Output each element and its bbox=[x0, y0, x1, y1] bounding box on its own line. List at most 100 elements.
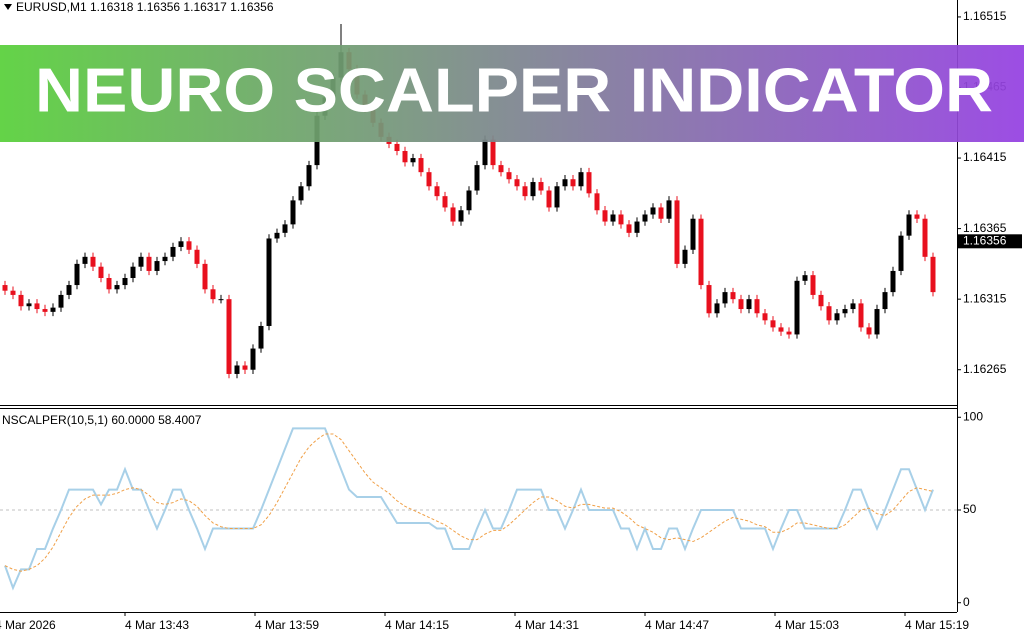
candle-body bbox=[626, 224, 632, 233]
candle-body bbox=[266, 238, 272, 326]
y-tick-label: 1.16265 bbox=[963, 362, 1007, 376]
candle-body bbox=[210, 289, 216, 300]
x-tick-label: 4 Mar 15:03 bbox=[775, 618, 839, 632]
candle-body bbox=[450, 207, 456, 222]
symbol-menu-arrow bbox=[4, 4, 12, 10]
candle-body bbox=[778, 327, 784, 332]
candle-body bbox=[738, 299, 744, 310]
candle-body bbox=[570, 179, 576, 187]
candle-body bbox=[682, 249, 688, 264]
x-tick-label: 4 Mar 13:59 bbox=[255, 618, 319, 632]
candle-body bbox=[2, 285, 8, 291]
indicator-y-tick-label: 100 bbox=[963, 409, 983, 423]
candle-body bbox=[274, 232, 280, 239]
candle-body bbox=[26, 303, 32, 307]
candle-body bbox=[66, 285, 72, 295]
candle-body bbox=[482, 139, 488, 166]
candle-body bbox=[834, 313, 840, 321]
candle-body bbox=[562, 179, 568, 187]
candle-body bbox=[122, 277, 128, 286]
candle-body bbox=[394, 143, 400, 151]
candle-body bbox=[218, 299, 224, 301]
indicator-line bbox=[4, 427, 934, 591]
candle-body bbox=[818, 294, 824, 307]
x-tick-label: 4 Mar 2026 bbox=[0, 618, 56, 632]
candle-body bbox=[850, 303, 856, 310]
candle-body bbox=[578, 172, 584, 187]
symbol-label: EURUSD,M1 1.16318 1.16356 1.16317 1.1635… bbox=[16, 0, 274, 14]
candle-body bbox=[802, 275, 808, 281]
x-tick-label: 4 Mar 15:19 bbox=[905, 618, 969, 632]
current-price-label: 1.16356 bbox=[963, 233, 1007, 247]
candle-body bbox=[106, 277, 112, 290]
candle-body bbox=[730, 292, 736, 300]
y-tick-label: 1.16515 bbox=[963, 9, 1007, 23]
candle-body bbox=[882, 292, 888, 310]
candle-body bbox=[18, 294, 24, 307]
candle-body bbox=[690, 218, 696, 250]
candle-body bbox=[890, 270, 896, 293]
candle-body bbox=[226, 299, 232, 374]
candle-body bbox=[546, 190, 552, 208]
candle-body bbox=[306, 165, 312, 187]
candle-body bbox=[418, 158, 424, 173]
candle-body bbox=[82, 256, 88, 264]
candle-body bbox=[658, 207, 664, 219]
candle-body bbox=[706, 285, 712, 314]
candle-body bbox=[74, 263, 80, 286]
banner-title: NEURO SCALPER INDICATOR bbox=[35, 56, 993, 125]
candle-body bbox=[50, 307, 56, 312]
y-tick-label: 1.16365 bbox=[963, 221, 1007, 235]
candle-body bbox=[594, 193, 600, 211]
indicator-y-tick-label: 0 bbox=[963, 595, 970, 609]
x-tick-label: 4 Mar 13:43 bbox=[125, 618, 189, 632]
x-tick-label: 4 Mar 14:31 bbox=[515, 618, 579, 632]
candle-body bbox=[610, 214, 616, 222]
candle-body bbox=[154, 261, 160, 271]
candle-body bbox=[114, 285, 120, 290]
candle-body bbox=[498, 165, 504, 173]
candle-body bbox=[178, 241, 184, 247]
candle-body bbox=[466, 190, 472, 211]
candle-body bbox=[842, 309, 848, 314]
candle-body bbox=[234, 365, 240, 374]
candle-body bbox=[722, 292, 728, 304]
candle-body bbox=[522, 186, 528, 197]
candle-body bbox=[282, 224, 288, 233]
candle-body bbox=[410, 158, 416, 163]
candle-body bbox=[746, 299, 752, 310]
candle-body bbox=[42, 309, 48, 312]
y-tick-label: 1.16315 bbox=[963, 291, 1007, 305]
candle-body bbox=[554, 186, 560, 208]
candle-body bbox=[650, 207, 656, 215]
candle-body bbox=[90, 256, 96, 267]
candle-body bbox=[186, 241, 192, 250]
candle-body bbox=[674, 200, 680, 264]
candle-body bbox=[434, 186, 440, 197]
banner-background bbox=[0, 45, 1024, 142]
candle-body bbox=[298, 186, 304, 201]
candle-body bbox=[194, 249, 200, 264]
candle-body bbox=[858, 303, 864, 328]
candle-body bbox=[786, 331, 792, 335]
x-tick-label: 4 Mar 14:47 bbox=[645, 618, 709, 632]
candle-body bbox=[290, 200, 296, 225]
candle-body bbox=[826, 306, 832, 321]
candle-body bbox=[714, 303, 720, 314]
candle-body bbox=[162, 256, 168, 262]
candle-body bbox=[602, 210, 608, 222]
candle-body bbox=[402, 150, 408, 163]
candle-body bbox=[258, 325, 264, 349]
candle-body bbox=[442, 196, 448, 208]
candle-body bbox=[634, 221, 640, 233]
candle-body bbox=[810, 275, 816, 295]
candle-body bbox=[458, 210, 464, 222]
candle-body bbox=[586, 172, 592, 194]
candle-body bbox=[866, 327, 872, 335]
current-price-box bbox=[958, 234, 1022, 249]
candle-body bbox=[138, 256, 144, 267]
candle-body bbox=[242, 365, 248, 370]
candle-body bbox=[506, 172, 512, 180]
candle-body bbox=[490, 139, 496, 166]
